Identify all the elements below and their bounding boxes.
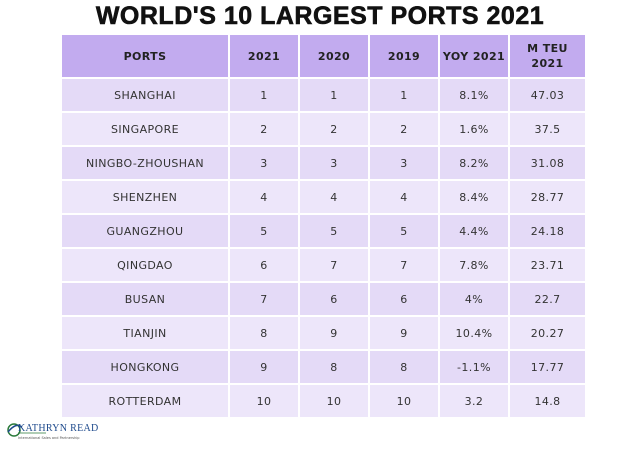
title: WORLD'S 10 LARGEST PORTS 2021 (95, 2, 545, 31)
cell: 9 (228, 349, 300, 385)
column-header: 2020 (298, 33, 370, 79)
column-header: M TEU 2021 (508, 33, 587, 79)
cell: 24.18 (508, 213, 587, 249)
cell: 1 (298, 77, 370, 113)
cell: 6 (228, 247, 300, 283)
cell: 8 (368, 349, 440, 385)
cell: 7 (298, 247, 370, 283)
cell: 6 (368, 281, 440, 317)
cell: 1 (368, 77, 440, 113)
port-name: HONGKONG (60, 349, 230, 385)
cell: 4.4% (438, 213, 510, 249)
cell: 5 (298, 213, 370, 249)
table-row: QINGDAO 6 7 7 7.8% 23.71 (60, 247, 587, 283)
cell: 14.8 (508, 383, 587, 419)
cell: 8.4% (438, 179, 510, 215)
cell: 10 (298, 383, 370, 419)
table-row: SINGAPORE 2 2 2 1.6% 37.5 (60, 111, 587, 147)
cell: 37.5 (508, 111, 587, 147)
cell: 9 (298, 315, 370, 351)
port-name: NINGBO-ZHOUSHAN (60, 145, 230, 181)
table-row: NINGBO-ZHOUSHAN 3 3 3 8.2% 31.08 (60, 145, 587, 181)
table-row: TIANJIN 8 9 9 10.4% 20.27 (60, 315, 587, 351)
cell: 8 (228, 315, 300, 351)
cell: 4 (228, 179, 300, 215)
port-name: BUSAN (60, 281, 230, 317)
cell: 6 (298, 281, 370, 317)
table-row: HONGKONG 9 8 8 -1.1% 17.77 (60, 349, 587, 385)
column-header: PORTS (60, 33, 230, 79)
cell: 31.08 (508, 145, 587, 181)
cell: 7 (368, 247, 440, 283)
logo-icon (7, 423, 46, 437)
table-row: SHANGHAI 1 1 1 8.1% 47.03 (60, 77, 587, 113)
port-name: TIANJIN (60, 315, 230, 351)
cell: 20.27 (508, 315, 587, 351)
table-row: SHENZHEN 4 4 4 8.4% 28.77 (60, 179, 587, 215)
cell: 1.6% (438, 111, 510, 147)
column-header: 2019 (368, 33, 440, 79)
cell: 3 (228, 145, 300, 181)
cell: 2 (368, 111, 440, 147)
cell: 2 (298, 111, 370, 147)
column-header: 2021 (228, 33, 300, 79)
cell: 28.77 (508, 179, 587, 215)
cell: 3 (298, 145, 370, 181)
cell: 8.1% (438, 77, 510, 113)
port-name: ROTTERDAM (60, 383, 230, 419)
cell: 47.03 (508, 77, 587, 113)
cell: 10 (368, 383, 440, 419)
cell: -1.1% (438, 349, 510, 385)
cell: 4 (298, 179, 370, 215)
port-name: QINGDAO (60, 247, 230, 283)
cell: 3 (368, 145, 440, 181)
cell: 3.2 (438, 383, 510, 419)
table-row: ROTTERDAM 10 10 10 3.2 14.8 (60, 383, 587, 419)
logo-name: KATHRYN READ (18, 423, 99, 434)
table-row: GUANGZHOU 5 5 5 4.4% 24.18 (60, 213, 587, 249)
cell: 22.7 (508, 281, 587, 317)
cell: 2 (228, 111, 300, 147)
cell: 5 (228, 213, 300, 249)
cell: 8.2% (438, 145, 510, 181)
cell: 7 (228, 281, 300, 317)
column-header: YOY 2021 (438, 33, 510, 79)
ports-table: PORTS 2021 2020 2019 YOY 2021 M TEU 2021 SHAN… (60, 33, 587, 419)
port-name: GUANGZHOU (60, 213, 230, 249)
cell: 10.4% (438, 315, 510, 351)
logo-tagline: International Sales and Partnership (18, 436, 80, 440)
table-row: BUSAN 7 6 6 4% 22.7 (60, 281, 587, 317)
cell: 10 (228, 383, 300, 419)
port-name: SINGAPORE (60, 111, 230, 147)
port-name: SHENZHEN (60, 179, 230, 215)
cell: 7.8% (438, 247, 510, 283)
port-name: SHANGHAI (60, 77, 230, 113)
cell: 1 (228, 77, 300, 113)
cell: 4% (438, 281, 510, 317)
cell: 5 (368, 213, 440, 249)
cell: 8 (298, 349, 370, 385)
cell: 9 (368, 315, 440, 351)
cell: 17.77 (508, 349, 587, 385)
cell: 4 (368, 179, 440, 215)
header-row: PORTS 2021 2020 2019 YOY 2021 M TEU 2021 (60, 33, 587, 79)
cell: 23.71 (508, 247, 587, 283)
